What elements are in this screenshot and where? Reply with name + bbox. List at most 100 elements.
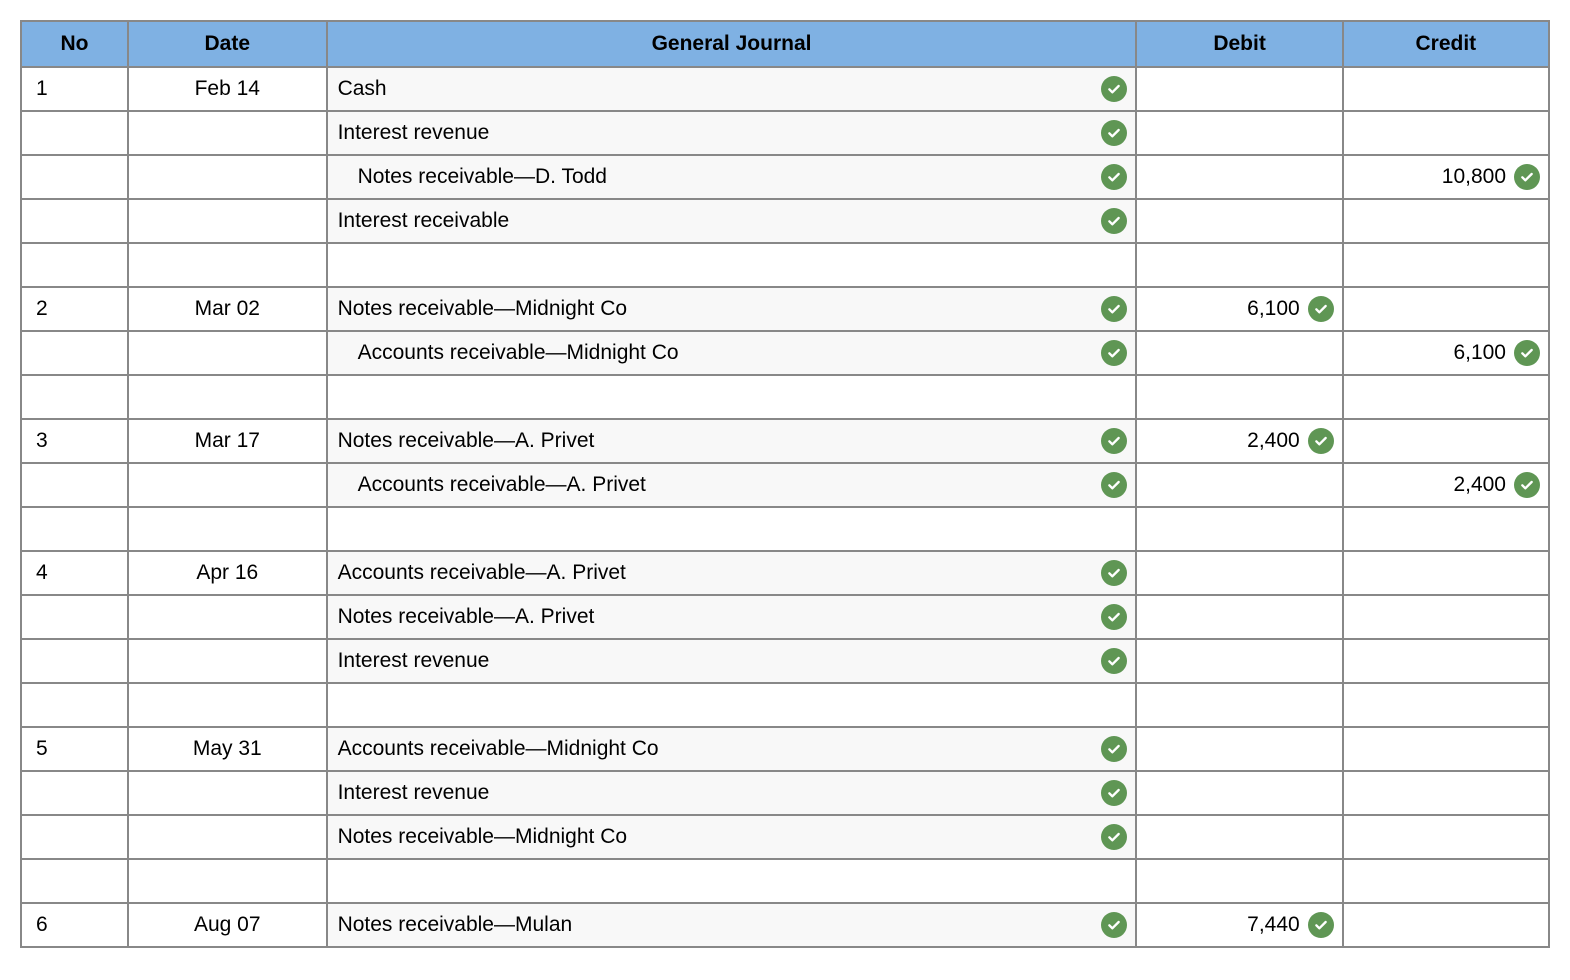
cell-journal[interactable]: Notes receivable—Midnight Co xyxy=(327,815,1137,859)
cell-credit[interactable] xyxy=(1343,859,1549,903)
cell-no: 2 xyxy=(21,287,128,331)
cell-credit[interactable] xyxy=(1343,67,1549,111)
check-icon xyxy=(1101,736,1127,762)
cell-no xyxy=(21,331,128,375)
table-row: Accounts receivable—A. Privet 2,400 xyxy=(21,463,1549,507)
cell-debit[interactable] xyxy=(1136,199,1342,243)
cell-debit[interactable]: 6,100 xyxy=(1136,287,1342,331)
cell-date xyxy=(128,595,327,639)
cell-journal[interactable]: Notes receivable—Mulan xyxy=(327,903,1137,947)
cell-debit[interactable] xyxy=(1136,683,1342,727)
cell-journal[interactable]: Notes receivable—A. Privet xyxy=(327,595,1137,639)
cell-journal[interactable]: Interest receivable xyxy=(327,199,1137,243)
debit-text: 7,440 xyxy=(1247,913,1300,936)
cell-journal[interactable]: Interest revenue xyxy=(327,111,1137,155)
cell-credit[interactable] xyxy=(1343,815,1549,859)
cell-journal[interactable]: Accounts receivable—A. Privet xyxy=(327,463,1137,507)
cell-date: Aug 07 xyxy=(128,903,327,947)
cell-journal[interactable] xyxy=(327,375,1137,419)
cell-journal[interactable]: Interest revenue xyxy=(327,639,1137,683)
cell-no: 6 xyxy=(21,903,128,947)
check-icon xyxy=(1101,120,1127,146)
check-icon xyxy=(1101,76,1127,102)
cell-debit[interactable]: 7,440 xyxy=(1136,903,1342,947)
cell-credit[interactable]: 10,800 xyxy=(1343,155,1549,199)
cell-date xyxy=(128,111,327,155)
cell-journal[interactable]: Accounts receivable—Midnight Co xyxy=(327,331,1137,375)
header-no: No xyxy=(21,21,128,67)
cell-credit[interactable] xyxy=(1343,287,1549,331)
cell-debit[interactable] xyxy=(1136,771,1342,815)
table-row: 2Mar 02Notes receivable—Midnight Co6,100 xyxy=(21,287,1549,331)
cell-date xyxy=(128,463,327,507)
check-icon xyxy=(1101,560,1127,586)
cell-credit[interactable] xyxy=(1343,243,1549,287)
cell-credit[interactable] xyxy=(1343,375,1549,419)
cell-credit[interactable] xyxy=(1343,727,1549,771)
cell-no xyxy=(21,639,128,683)
cell-debit[interactable] xyxy=(1136,67,1342,111)
cell-credit[interactable]: 6,100 xyxy=(1343,331,1549,375)
check-icon xyxy=(1101,164,1127,190)
cell-no: 4 xyxy=(21,551,128,595)
cell-journal[interactable]: Cash xyxy=(327,67,1137,111)
cell-debit[interactable] xyxy=(1136,243,1342,287)
cell-debit[interactable] xyxy=(1136,815,1342,859)
cell-debit[interactable] xyxy=(1136,507,1342,551)
journal-text: Interest revenue xyxy=(338,649,490,672)
table-row: Accounts receivable—Midnight Co 6,100 xyxy=(21,331,1549,375)
cell-date xyxy=(128,683,327,727)
cell-journal[interactable] xyxy=(327,683,1137,727)
cell-no xyxy=(21,155,128,199)
cell-journal[interactable]: Accounts receivable—A. Privet xyxy=(327,551,1137,595)
cell-no xyxy=(21,771,128,815)
cell-journal[interactable]: Notes receivable—D. Todd xyxy=(327,155,1137,199)
cell-no: 1 xyxy=(21,67,128,111)
table-row xyxy=(21,507,1549,551)
cell-debit[interactable]: 2,400 xyxy=(1136,419,1342,463)
cell-debit[interactable] xyxy=(1136,551,1342,595)
cell-debit[interactable] xyxy=(1136,111,1342,155)
cell-debit[interactable] xyxy=(1136,639,1342,683)
table-header-row: No Date General Journal Debit Credit xyxy=(21,21,1549,67)
cell-credit[interactable] xyxy=(1343,595,1549,639)
cell-no xyxy=(21,507,128,551)
cell-debit[interactable] xyxy=(1136,595,1342,639)
cell-journal[interactable] xyxy=(327,243,1137,287)
cell-credit[interactable] xyxy=(1343,903,1549,947)
cell-journal[interactable]: Accounts receivable—Midnight Co xyxy=(327,727,1137,771)
journal-text: Notes receivable—Mulan xyxy=(338,913,573,936)
cell-debit[interactable] xyxy=(1136,331,1342,375)
cell-debit[interactable] xyxy=(1136,375,1342,419)
table-row xyxy=(21,375,1549,419)
check-icon xyxy=(1308,296,1334,322)
cell-debit[interactable] xyxy=(1136,727,1342,771)
cell-credit[interactable] xyxy=(1343,111,1549,155)
cell-credit[interactable] xyxy=(1343,419,1549,463)
cell-credit[interactable]: 2,400 xyxy=(1343,463,1549,507)
cell-credit[interactable] xyxy=(1343,199,1549,243)
cell-credit[interactable] xyxy=(1343,639,1549,683)
cell-credit[interactable] xyxy=(1343,507,1549,551)
cell-no xyxy=(21,463,128,507)
journal-text: Interest revenue xyxy=(338,121,490,144)
cell-no xyxy=(21,199,128,243)
cell-date xyxy=(128,331,327,375)
journal-text: Notes receivable—D. Todd xyxy=(358,165,607,188)
cell-debit[interactable] xyxy=(1136,155,1342,199)
cell-debit[interactable] xyxy=(1136,859,1342,903)
cell-journal[interactable] xyxy=(327,507,1137,551)
cell-credit[interactable] xyxy=(1343,683,1549,727)
cell-credit[interactable] xyxy=(1343,551,1549,595)
journal-text: Cash xyxy=(338,77,387,100)
cell-credit[interactable] xyxy=(1343,771,1549,815)
cell-journal[interactable]: Notes receivable—Midnight Co xyxy=(327,287,1137,331)
check-icon xyxy=(1101,340,1127,366)
cell-journal[interactable]: Notes receivable—A. Privet xyxy=(327,419,1137,463)
table-row xyxy=(21,683,1549,727)
check-icon xyxy=(1308,428,1334,454)
cell-journal[interactable]: Interest revenue xyxy=(327,771,1137,815)
table-row: 6Aug 07 Notes receivable—Mulan 7,440 xyxy=(21,903,1549,947)
cell-journal[interactable] xyxy=(327,859,1137,903)
cell-debit[interactable] xyxy=(1136,463,1342,507)
